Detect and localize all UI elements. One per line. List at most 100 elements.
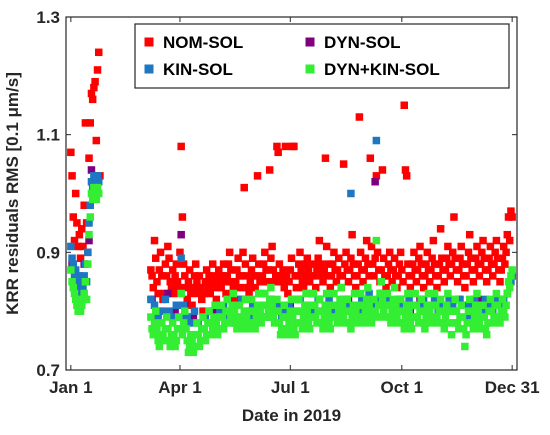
data-point (263, 278, 271, 286)
data-point (463, 319, 472, 327)
data-point (242, 272, 251, 280)
data-point (499, 307, 508, 315)
data-point (319, 325, 327, 333)
data-point (255, 260, 263, 268)
data-point (348, 313, 356, 321)
data-point (448, 319, 457, 327)
data-point (270, 319, 279, 327)
data-point (183, 313, 191, 321)
data-point (377, 278, 385, 286)
data-point (187, 330, 195, 339)
data-point (398, 301, 406, 310)
data-point (447, 330, 456, 339)
data-point (259, 260, 268, 268)
data-point (458, 260, 467, 268)
data-point (368, 260, 377, 268)
data-point (473, 242, 481, 251)
data-point (327, 272, 336, 280)
data-point (503, 289, 512, 298)
data-point (423, 248, 432, 257)
data-point (365, 272, 373, 280)
data-point (445, 307, 453, 315)
data-point (430, 260, 439, 268)
data-point (404, 260, 412, 268)
data-point (480, 313, 489, 321)
data-point (264, 266, 273, 274)
data-point (379, 254, 388, 262)
data-point (373, 313, 382, 321)
data-point (422, 313, 430, 321)
data-point (416, 242, 424, 251)
data-point (498, 295, 507, 304)
data-point (202, 330, 211, 339)
data-point (442, 254, 451, 262)
data-point (342, 248, 350, 257)
data-point (185, 266, 194, 274)
data-point (376, 289, 384, 298)
data-point (481, 325, 490, 333)
data-point (333, 266, 342, 274)
data-point (467, 254, 475, 262)
data-point (371, 254, 379, 262)
data-point (350, 289, 359, 298)
data-point (312, 283, 320, 292)
data-point (328, 260, 337, 268)
data-point (453, 319, 462, 327)
data-point (297, 266, 305, 274)
data-point (248, 307, 257, 315)
data-point (75, 230, 84, 239)
data-point (314, 254, 322, 262)
data-point (347, 254, 355, 262)
data-point (179, 319, 188, 327)
data-point (492, 289, 501, 298)
data-point (402, 301, 411, 310)
data-point (448, 248, 457, 257)
data-point (301, 301, 309, 310)
data-point (473, 289, 481, 298)
data-point (321, 301, 330, 310)
data-point (332, 313, 341, 321)
data-point (360, 266, 368, 274)
legend: NOM-SOL DYN-SOL KIN-SOL DYN+KIN-SOL (134, 23, 510, 89)
data-point (324, 307, 332, 315)
data-point (285, 301, 293, 310)
data-point (240, 307, 248, 315)
data-point (79, 283, 87, 292)
data-point (184, 348, 193, 357)
data-point (147, 313, 155, 321)
data-point (286, 266, 295, 274)
data-point (385, 313, 394, 321)
data-point (150, 236, 159, 245)
data-point (304, 266, 313, 274)
data-point (398, 266, 406, 274)
data-point (90, 83, 98, 92)
legend-box (134, 23, 510, 89)
data-point (489, 272, 497, 280)
data-point (80, 201, 88, 210)
data-point (210, 272, 218, 280)
data-point (285, 319, 293, 327)
data-point (190, 307, 199, 315)
data-point (94, 177, 103, 186)
data-point (309, 260, 318, 268)
data-point (187, 319, 195, 327)
data-point (430, 289, 439, 298)
data-point (151, 307, 160, 315)
data-point (241, 295, 250, 304)
data-point (482, 330, 491, 339)
data-point (388, 278, 396, 286)
data-point (381, 313, 389, 321)
data-point (362, 295, 371, 304)
data-point (253, 172, 262, 180)
data-point (204, 283, 212, 292)
data-point (383, 295, 392, 304)
axis-ticks (66, 16, 517, 371)
data-point (239, 319, 247, 327)
data-point (502, 248, 510, 257)
data-point (331, 301, 339, 310)
data-point (171, 342, 179, 351)
data-point (67, 148, 75, 157)
data-point (310, 301, 319, 310)
data-point (190, 272, 199, 280)
